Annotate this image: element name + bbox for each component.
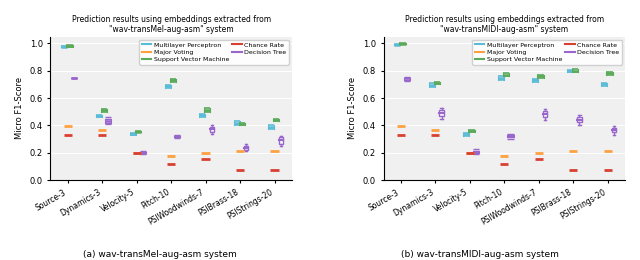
Legend: Multilayer Perceptron, Major Voting, Support Vector Machine, Chance Rate, Decisi: Multilayer Perceptron, Major Voting, Sup… xyxy=(472,40,622,64)
Text: (b) wav-transMIDI-aug-asm system: (b) wav-transMIDI-aug-asm system xyxy=(401,250,559,259)
Bar xyxy=(543,112,547,117)
Bar xyxy=(244,146,248,150)
Bar xyxy=(279,137,283,144)
Legend: Multilayer Perceptron, Major Voting, Support Vector Machine, Chance Rate, Decisi: Multilayer Perceptron, Major Voting, Sup… xyxy=(140,40,289,64)
Bar xyxy=(210,127,214,132)
Bar xyxy=(577,118,582,122)
Y-axis label: Micro F1-Score: Micro F1-Score xyxy=(15,77,24,139)
Bar xyxy=(612,128,616,132)
Bar xyxy=(440,110,444,116)
Y-axis label: Micro F1-Score: Micro F1-Score xyxy=(348,77,357,139)
Title: Prediction results using embeddings extracted from
"wav-transMIDI-aug-asm" syste: Prediction results using embeddings extr… xyxy=(404,15,604,34)
Title: Prediction results using embeddings extracted from
"wav-transMel-aug-asm" system: Prediction results using embeddings extr… xyxy=(72,15,271,34)
Text: (a) wav-transMel-aug-asm system: (a) wav-transMel-aug-asm system xyxy=(83,250,237,259)
